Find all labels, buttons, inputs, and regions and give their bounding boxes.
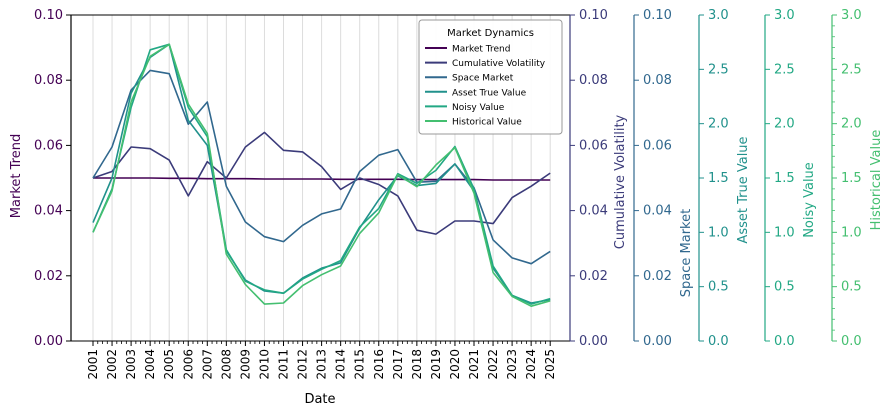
x-tick-label: 2007 <box>200 349 214 380</box>
y-tick-label-noisy: 0.5 <box>774 280 795 295</box>
legend-entry-noisy: Noisy Value <box>452 103 505 113</box>
y-tick-label-vol: 0.08 <box>579 73 608 88</box>
y-tick-label-asset: 1.5 <box>708 171 729 186</box>
x-tick-label: 2013 <box>315 349 329 380</box>
y-tick-label-noisy: 2.0 <box>774 117 795 132</box>
grid <box>92 15 551 341</box>
x-tick-label: 2018 <box>410 349 424 380</box>
legend-entry-vol: Cumulative Volatility <box>452 59 546 69</box>
x-tick-label: 2009 <box>238 349 252 380</box>
y-tick-label-space: 0.02 <box>643 269 672 284</box>
y-tick-label-vol: 0.02 <box>579 269 608 284</box>
legend-entry-hist: Historical Value <box>452 118 522 128</box>
x-tick-label: 2012 <box>296 349 310 380</box>
y-axis-label-asset: Asset True Value <box>736 136 751 243</box>
x-tick-label: 2017 <box>391 349 405 380</box>
x-tick-label: 2016 <box>372 349 386 380</box>
x-tick-label: 2011 <box>277 349 291 380</box>
y-tick-label-vol: 0.00 <box>579 334 608 349</box>
y-axis-label-noisy: Noisy Value <box>802 162 817 238</box>
axes: 2001 2002 2003 2004 2005 2006 2007 2008 2009 2010… <box>9 8 884 407</box>
series-line-market <box>93 177 551 181</box>
y-axis-label-space: Space Market <box>679 209 694 297</box>
legend-title: Market Dynamics <box>447 28 534 39</box>
y-tick-label-noisy: 0.0 <box>774 334 795 349</box>
y-tick-label-hist: 2.5 <box>841 62 862 77</box>
x-tick-label: 2025 <box>543 349 557 380</box>
y-tick-label-space: 0.00 <box>643 334 672 349</box>
y-tick-label-hist: 0.5 <box>841 280 862 295</box>
x-tick-label: 2006 <box>181 349 195 380</box>
legend-entry-asset: Asset True Value <box>452 88 527 98</box>
y-tick-label-asset: 0.0 <box>708 334 729 349</box>
legend-entry-market: Market Trend <box>452 45 510 55</box>
x-tick-label: 2014 <box>334 349 348 380</box>
y-tick-label-noisy: 1.0 <box>774 225 795 240</box>
x-axis-label: Date <box>304 392 335 407</box>
y-tick-label-hist: 0.0 <box>841 334 862 349</box>
series-line-vol <box>92 131 551 235</box>
x-tick-label: 2023 <box>505 349 519 380</box>
x-tick-label: 2001 <box>86 349 100 380</box>
series-lines <box>92 43 551 308</box>
y-tick-label-asset: 2.0 <box>708 117 729 132</box>
y-tick-label-noisy: 2.5 <box>774 62 795 77</box>
x-tick-label: 2005 <box>162 349 176 380</box>
y-tick-label-space: 0.06 <box>643 138 672 153</box>
y-axis-label-hist: Historical Value <box>869 130 884 231</box>
y-tick-label-asset: 1.0 <box>708 225 729 240</box>
series-line-hist <box>92 43 551 308</box>
x-tick-label: 2021 <box>467 349 481 380</box>
legend: Market Dynamics Market Trend Cumulative Vo… <box>418 19 563 135</box>
y-tick-label-vol: 0.10 <box>579 8 608 23</box>
y-tick-label-space: 0.10 <box>643 8 672 23</box>
y-tick-label-noisy: 3.0 <box>774 8 795 23</box>
x-tick-label: 2024 <box>524 349 538 380</box>
x-tick-label: 2022 <box>486 349 500 380</box>
x-tick-label: 2003 <box>124 349 138 380</box>
x-tick-label: 2008 <box>219 349 233 380</box>
y-tick-label-vol: 0.06 <box>579 138 608 153</box>
y-tick-label-hist: 1.0 <box>841 225 862 240</box>
x-tick-label: 2002 <box>105 349 119 380</box>
x-tick-label: 2020 <box>448 349 462 380</box>
y-tick-label-market: 0.06 <box>34 138 63 153</box>
y-axis-label-market: Market Trend <box>9 134 24 218</box>
y-tick-label-hist: 2.0 <box>841 117 862 132</box>
y-tick-label-market: 0.02 <box>34 269 63 284</box>
y-tick-label-market: 0.08 <box>34 73 63 88</box>
x-tick-label: 2019 <box>429 349 443 380</box>
y-tick-label-hist: 3.0 <box>841 8 862 23</box>
y-tick-label-market: 0.10 <box>34 8 63 23</box>
y-tick-label-market: 0.04 <box>34 204 63 219</box>
legend-box <box>418 19 563 135</box>
y-tick-label-space: 0.04 <box>643 204 672 219</box>
legend-entry-space: Space Market <box>452 74 514 84</box>
y-tick-label-vol: 0.04 <box>579 204 608 219</box>
y-tick-label-noisy: 1.5 <box>774 171 795 186</box>
y-tick-label-hist: 1.5 <box>841 171 862 186</box>
y-tick-label-asset: 0.5 <box>708 280 729 295</box>
y-tick-label-space: 0.08 <box>643 73 672 88</box>
y-tick-label-market: 0.00 <box>34 334 63 349</box>
x-tick-label: 2015 <box>353 349 367 380</box>
y-tick-label-asset: 3.0 <box>708 8 729 23</box>
y-axis-label-vol: Cumulative Volatility <box>613 114 628 249</box>
x-tick-label: 2010 <box>257 349 271 380</box>
x-tick-label: 2004 <box>143 349 157 380</box>
y-tick-label-asset: 2.5 <box>708 62 729 77</box>
